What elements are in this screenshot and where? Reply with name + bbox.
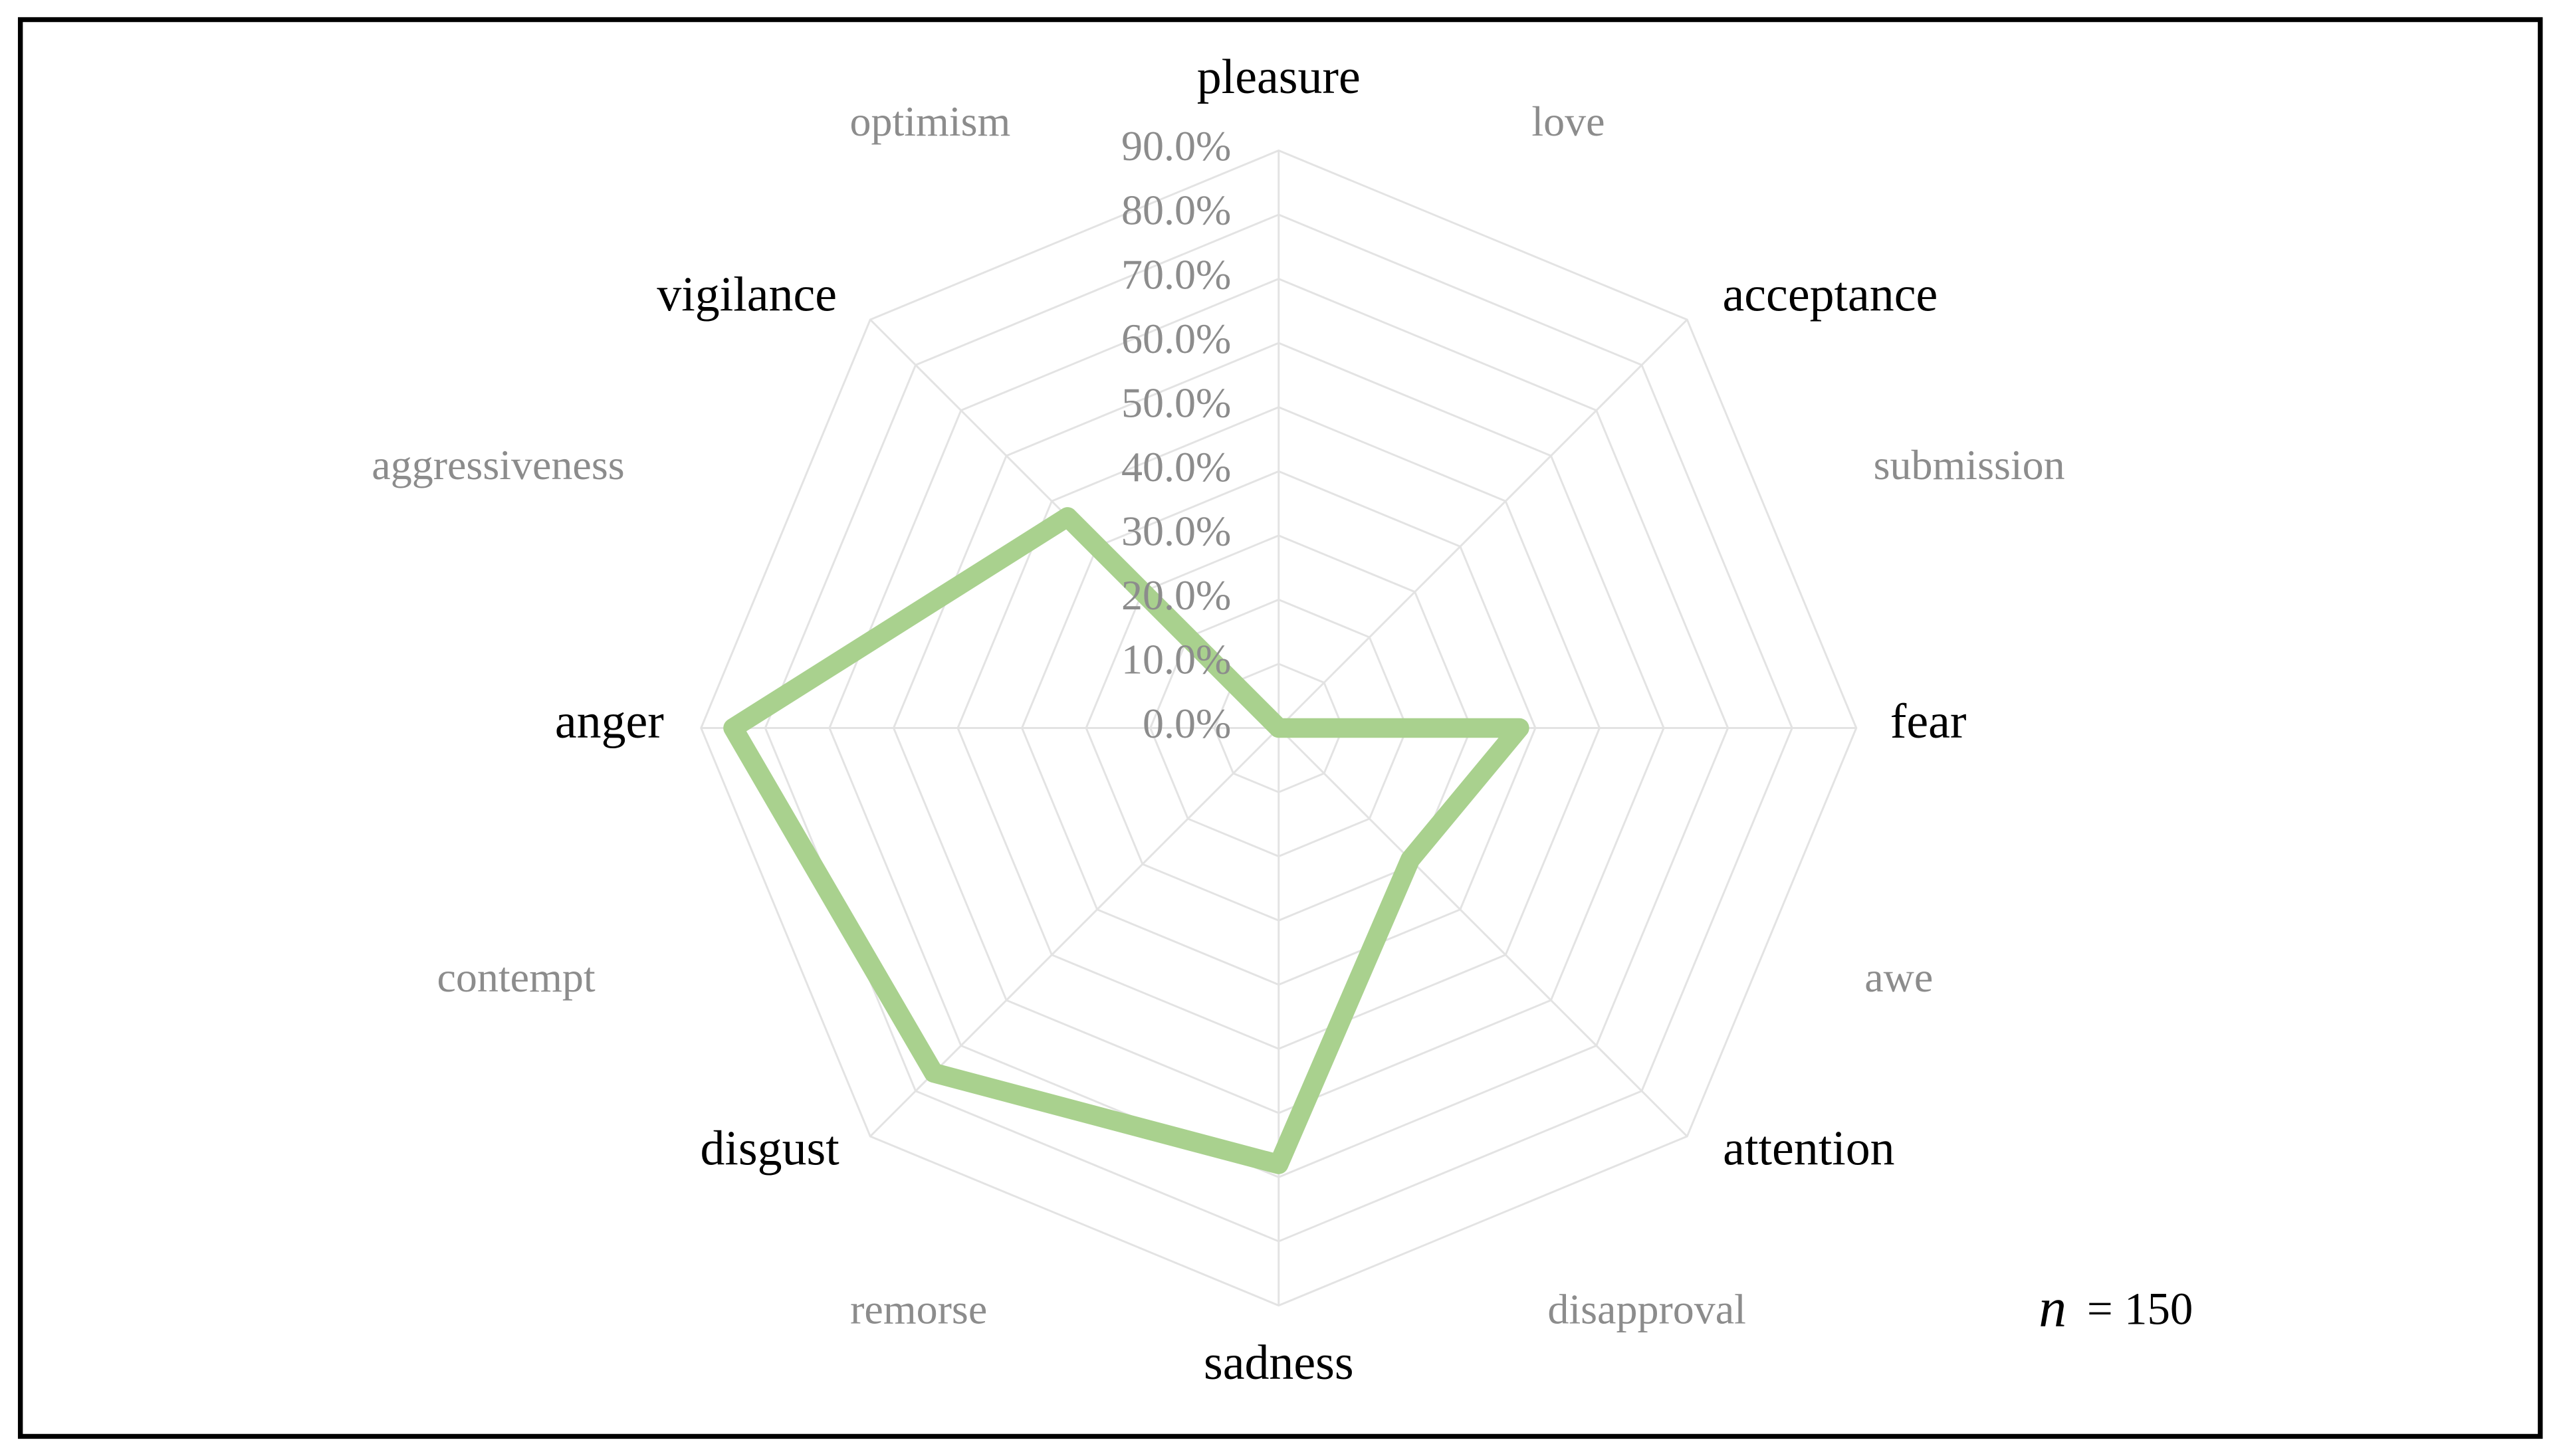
spoke <box>1278 318 1688 729</box>
r-tick-label: 60.0% <box>1121 315 1231 362</box>
secondary-label: submission <box>1874 441 2065 488</box>
r-tick-label: 0.0% <box>1143 700 1231 747</box>
r-tick-label: 20.0% <box>1121 572 1231 619</box>
grid-ring <box>892 342 1665 1114</box>
r-tick-label: 10.0% <box>1121 636 1231 683</box>
r-tick-label: 50.0% <box>1121 379 1231 426</box>
annotation-symbol: n <box>2039 1277 2066 1339</box>
labels: 0.0% 10.0% 20.0% 30.0% 40.0% 50.0% 60.0% 70.0% 8… <box>372 49 2064 1390</box>
r-tick-label: 90.0% <box>1121 122 1231 169</box>
r-tick-label: 40.0% <box>1121 443 1231 490</box>
category-label: vigilance <box>657 266 837 321</box>
plot-area <box>723 507 1529 1174</box>
secondary-label: aggressiveness <box>372 441 624 488</box>
category-label: acceptance <box>1722 266 1938 321</box>
grid-ring <box>1213 663 1344 793</box>
r-tick-label: 70.0% <box>1121 251 1231 298</box>
grid-ring <box>828 278 1729 1178</box>
radar-line <box>723 507 1529 1174</box>
secondary-label: love <box>1531 98 1605 145</box>
secondary-label: optimism <box>850 98 1011 145</box>
grid-ring <box>1020 470 1537 986</box>
secondary-label: contempt <box>437 954 595 1001</box>
r-tick-label: 80.0% <box>1121 187 1231 234</box>
grid-ring <box>1085 534 1473 922</box>
grid-ring <box>764 213 1793 1243</box>
grid-ring <box>700 149 1858 1307</box>
secondary-label: disapproval <box>1547 1286 1746 1333</box>
category-label: disgust <box>701 1121 840 1176</box>
grid-ring <box>956 406 1601 1050</box>
secondary-label: awe <box>1864 954 1933 1001</box>
annotation-text: = 150 <box>2087 1284 2193 1334</box>
category-label: pleasure <box>1197 49 1361 104</box>
spoke <box>1278 727 1688 1138</box>
secondary-label: remorse <box>850 1286 987 1333</box>
grid-ring <box>1149 598 1408 858</box>
category-label: fear <box>1890 694 1967 748</box>
r-tick-label: 30.0% <box>1121 508 1231 555</box>
category-label: sadness <box>1204 1335 1354 1390</box>
category-label: attention <box>1723 1121 1894 1176</box>
category-label: anger <box>555 694 664 748</box>
